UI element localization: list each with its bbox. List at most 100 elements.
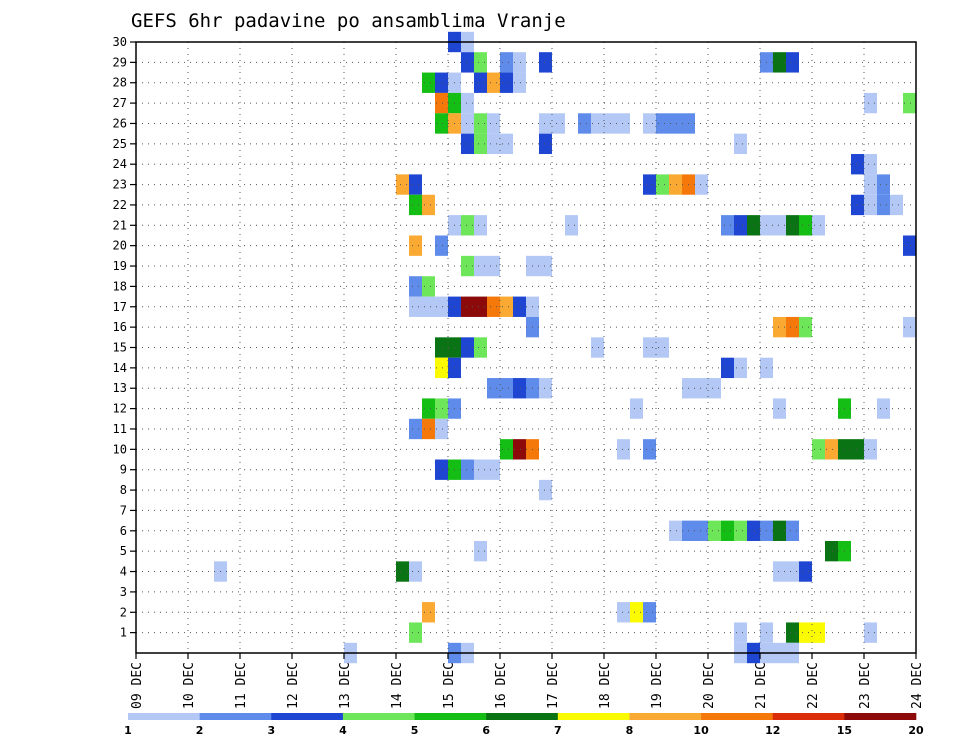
y-tick-label: 17 <box>113 300 127 314</box>
x-tick-label: 09 DEC <box>130 662 145 709</box>
heatmap-cell <box>799 561 812 582</box>
y-tick-label: 14 <box>113 361 127 375</box>
heatmap-cell <box>474 113 487 134</box>
heatmap-cell <box>435 357 448 379</box>
x-tick-label: 20 DEC <box>702 662 717 709</box>
heatmap-cell <box>461 337 474 358</box>
y-tick-label: 24 <box>113 157 127 171</box>
heatmap-cell <box>409 296 422 317</box>
heatmap-cell <box>721 520 734 541</box>
heatmap-cell <box>565 215 578 236</box>
heatmap-cell <box>812 439 825 460</box>
colorbar-swatch <box>629 713 702 720</box>
y-tick-label: 27 <box>113 96 127 110</box>
heatmap-cell <box>409 276 422 297</box>
colorbar: 1 2 3 4 5 6 7 8 10 12 15 20 <box>124 713 924 737</box>
heatmap-cell <box>630 398 643 419</box>
heatmap-cell <box>474 337 487 358</box>
heatmap-cell <box>799 622 812 643</box>
heatmap-cell <box>422 398 435 419</box>
heatmap-cell <box>812 622 825 643</box>
heatmap-cell <box>864 174 877 195</box>
heatmap-cell <box>708 520 721 541</box>
heatmap-cell <box>864 194 877 216</box>
heatmap-cell <box>903 92 916 114</box>
heatmap-cell <box>409 235 422 256</box>
heatmap-cell <box>487 255 500 277</box>
y-tick-label: 12 <box>113 402 127 416</box>
heatmap-cell <box>695 520 708 541</box>
y-tick-label: 7 <box>120 503 127 517</box>
y-tick-label: 30 <box>113 35 127 49</box>
heatmap-cell <box>773 561 786 582</box>
heatmap-cell <box>695 378 708 399</box>
colorbar-swatch <box>557 713 630 720</box>
heatmap-cell <box>487 459 500 480</box>
heatmap-cell <box>474 72 487 93</box>
heatmap-cell <box>734 357 747 379</box>
heatmap-cell <box>461 296 474 317</box>
y-tick-label: 10 <box>113 442 127 456</box>
heatmap-cell <box>513 72 526 93</box>
heatmap-cell <box>461 113 474 134</box>
y-tick-label: 4 <box>120 565 127 579</box>
chart-title: GEFS 6hr padavine po ansamblima Vranje <box>131 10 566 32</box>
heatmap-cell <box>786 52 799 73</box>
heatmap-cell <box>435 337 448 358</box>
heatmap-cell <box>578 113 591 134</box>
heatmap-cell <box>773 215 786 236</box>
x-tick-label: 19 DEC <box>650 662 665 709</box>
heatmap-cell <box>786 520 799 541</box>
heatmap-cell <box>773 520 786 541</box>
colorbar-label: 10 <box>693 724 709 737</box>
heatmap-cell <box>435 72 448 93</box>
heatmap-cell <box>539 52 552 73</box>
heatmap-cell <box>500 72 513 93</box>
heatmap-cell <box>825 439 838 460</box>
heatmap-cell <box>409 194 422 216</box>
colorbar-label: 7 <box>554 724 562 737</box>
heatmap-cell <box>708 378 721 399</box>
x-tick-label: 22 DEC <box>806 662 821 709</box>
heatmap-cell <box>786 316 799 338</box>
x-tick-label: 16 DEC <box>494 662 509 709</box>
colorbar-swatch <box>271 713 344 720</box>
heatmap-cell <box>591 337 604 358</box>
heatmap-cell <box>539 133 552 155</box>
heatmap-cell <box>851 194 864 216</box>
heatmap-cell <box>539 378 552 399</box>
heatmap-cell <box>435 398 448 419</box>
heatmap-cell <box>669 174 682 195</box>
heatmap-cell <box>539 113 552 134</box>
heatmap-cell <box>409 561 422 582</box>
colorbar-label: 5 <box>411 724 419 737</box>
y-tick-label: 3 <box>120 585 127 599</box>
heatmap-cell <box>864 622 877 643</box>
heatmap-cell <box>903 316 916 338</box>
heatmap-cell <box>851 154 864 175</box>
heatmap-cell <box>409 622 422 643</box>
heatmap-cell <box>435 235 448 256</box>
heatmap-cell <box>513 52 526 73</box>
colorbar-label: 15 <box>837 724 852 737</box>
heatmap-cell <box>487 133 500 155</box>
heatmap-cell <box>734 520 747 541</box>
heatmap-cell <box>864 92 877 114</box>
y-axis: 1234567891011121314151617181920212223242… <box>113 35 136 640</box>
heatmap-cell <box>643 337 656 358</box>
heatmap-cell <box>500 378 513 399</box>
heatmap-cell <box>461 255 474 277</box>
heatmap-cell <box>643 113 656 134</box>
colorbar-swatch <box>414 713 487 720</box>
colorbar-label: 12 <box>765 724 780 737</box>
heatmap-cell <box>721 357 734 379</box>
heatmap-cell <box>474 255 487 277</box>
heatmap-cell <box>487 72 500 93</box>
colorbar-label: 4 <box>339 724 347 737</box>
heatmap-cell <box>721 215 734 236</box>
heatmap-cell <box>461 215 474 236</box>
colorbar-label: 2 <box>196 724 204 737</box>
heatmap-cell <box>747 520 760 541</box>
heatmap-cell <box>461 52 474 73</box>
y-tick-label: 19 <box>113 259 127 273</box>
